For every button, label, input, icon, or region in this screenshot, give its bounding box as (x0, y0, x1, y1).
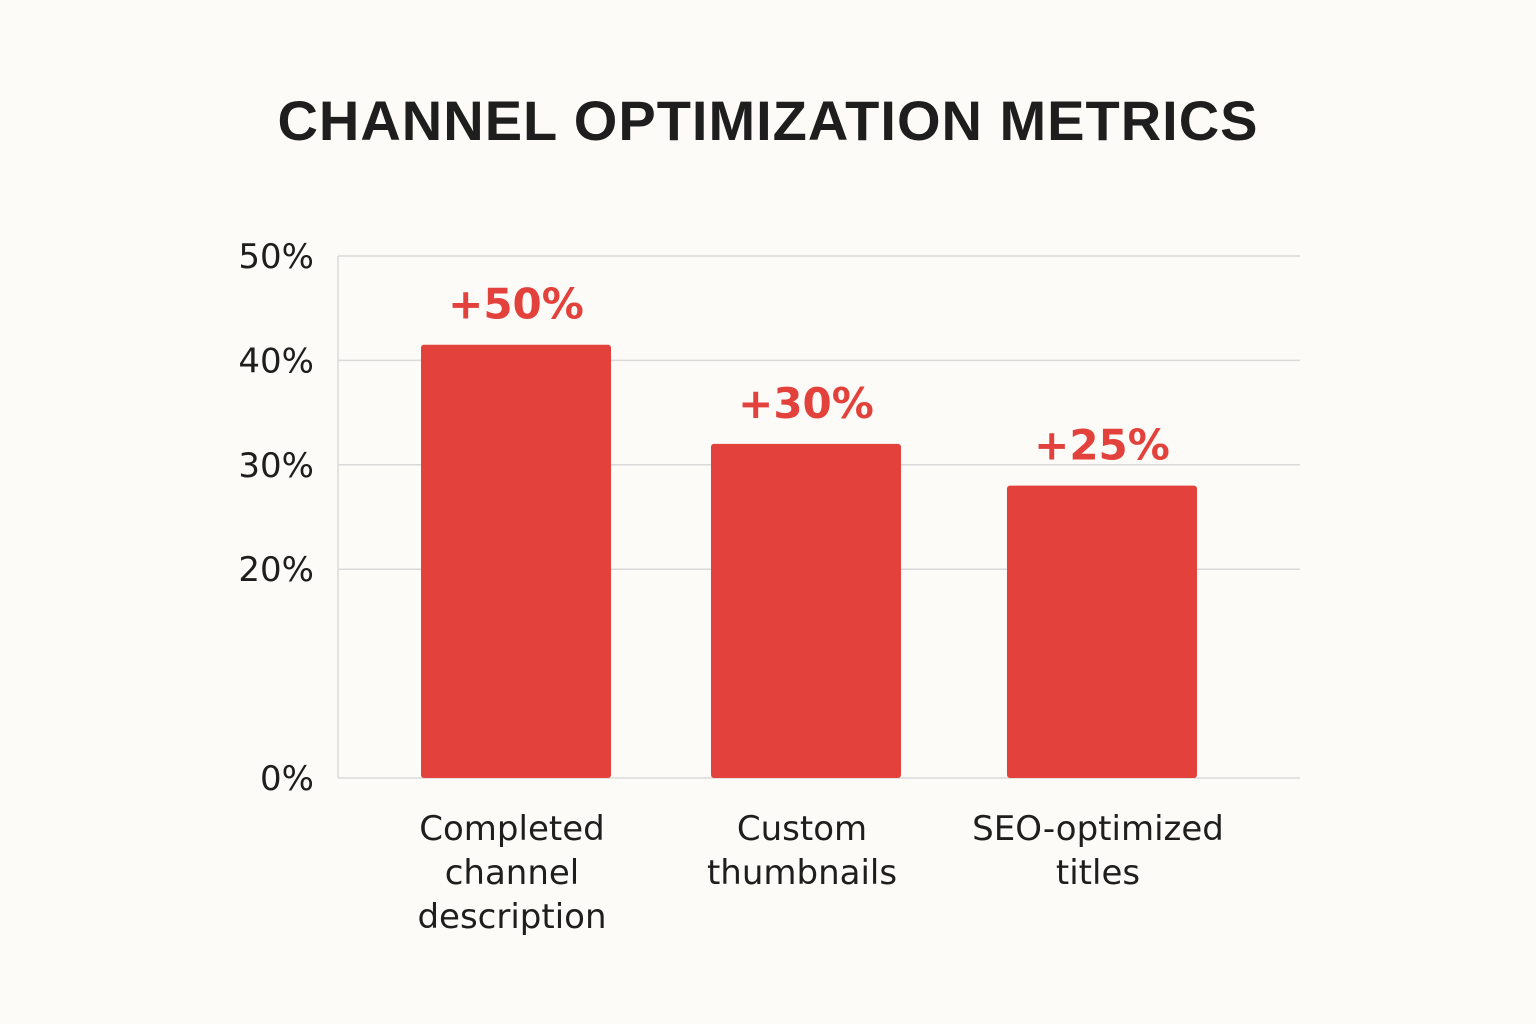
data-label: +30% (738, 379, 874, 428)
bar (711, 443, 901, 778)
x-tick-label: Completed (419, 809, 604, 849)
y-tick-label: 30% (238, 446, 314, 486)
bar (421, 344, 611, 778)
x-tick-label: description (417, 897, 606, 937)
data-label: +50% (448, 280, 584, 329)
chart-title: CHANNEL OPTIMIZATION METRICS (277, 89, 1259, 152)
data-label: +25% (1034, 421, 1170, 470)
y-tick-label: 40% (238, 341, 314, 381)
y-tick-label: 0% (260, 759, 314, 799)
bar (1007, 485, 1197, 778)
x-tick-label: thumbnails (707, 853, 897, 893)
x-tick-label: Custom (737, 809, 867, 849)
x-tick-label: SEO-optimized (972, 809, 1224, 849)
y-tick-label: 50% (238, 237, 314, 277)
y-tick-label: 20% (238, 550, 314, 590)
x-tick-label: channel (445, 853, 580, 893)
x-tick-label: titles (1056, 853, 1140, 893)
